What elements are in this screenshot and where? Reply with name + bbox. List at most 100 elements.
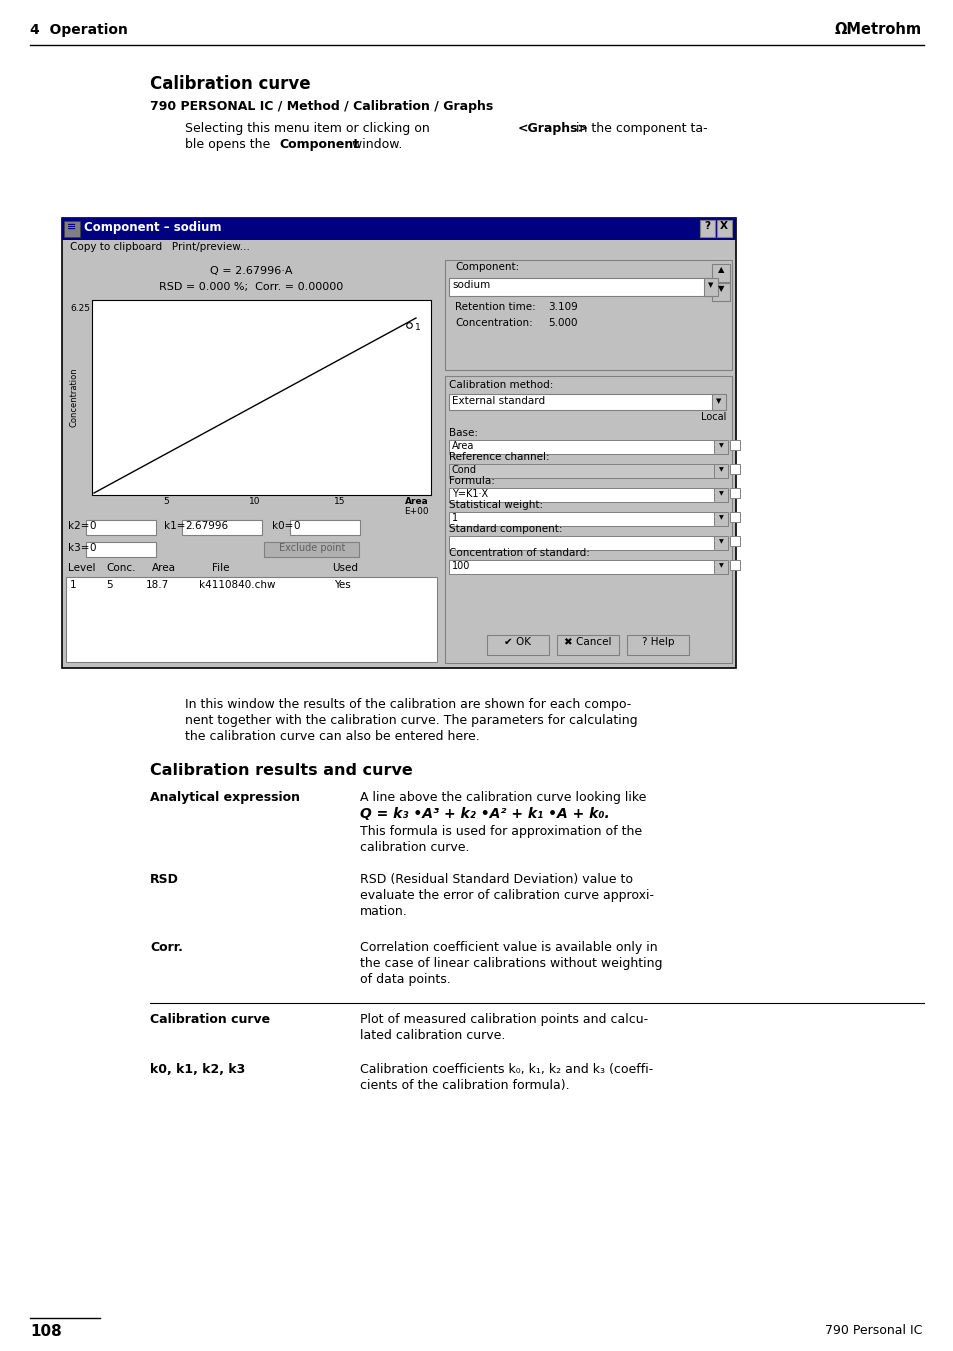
Text: 0: 0 [89, 543, 95, 553]
Text: ▼: ▼ [718, 515, 722, 520]
Text: k2=: k2= [68, 521, 90, 531]
Text: This formula is used for approximation of the: This formula is used for approximation o… [359, 825, 641, 838]
Text: mation.: mation. [359, 905, 407, 917]
Text: Plot of measured calibration points and calcu-: Plot of measured calibration points and … [359, 1013, 647, 1025]
Text: Concentration: Concentration [70, 367, 78, 427]
Text: 0: 0 [293, 521, 299, 531]
Bar [444, 376, 731, 663]
Text: 0: 0 [89, 521, 95, 531]
Text: Component: Component [278, 138, 358, 151]
Bar [729, 488, 740, 499]
Text: k0=: k0= [272, 521, 294, 531]
Text: 6.25: 6.25 [70, 304, 90, 313]
Text: evaluate the error of calibration curve approxi-: evaluate the error of calibration curve … [359, 889, 654, 902]
Text: ▼: ▼ [716, 399, 720, 404]
Bar [700, 220, 714, 236]
Text: ▼: ▼ [718, 467, 722, 471]
Text: Calibration curve: Calibration curve [150, 76, 311, 93]
Bar [713, 463, 727, 478]
Text: 5.000: 5.000 [547, 317, 577, 328]
Text: 1: 1 [452, 513, 457, 523]
Text: Level: Level [68, 563, 95, 573]
Text: Component – sodium: Component – sodium [84, 222, 221, 234]
Text: Standard component:: Standard component: [449, 524, 562, 534]
Text: 108: 108 [30, 1324, 62, 1339]
Bar [444, 259, 731, 370]
Bar [64, 258, 438, 665]
Text: Q = 2.67996·A: Q = 2.67996·A [210, 266, 292, 276]
Bar [729, 440, 740, 450]
Bar [703, 278, 718, 296]
Text: 15: 15 [334, 497, 345, 507]
Text: Corr.: Corr. [150, 942, 183, 954]
Text: 5: 5 [106, 580, 112, 590]
Text: in the component ta-: in the component ta- [572, 122, 707, 135]
Text: window.: window. [348, 138, 402, 151]
Text: Exclude point: Exclude point [278, 543, 345, 553]
Bar [729, 463, 740, 474]
Text: E+00: E+00 [404, 507, 429, 516]
Bar [62, 218, 735, 667]
Text: 3.109: 3.109 [547, 303, 578, 312]
Text: External standard: External standard [452, 396, 544, 407]
Bar [91, 300, 431, 494]
Text: ?: ? [703, 222, 709, 231]
Text: Component:: Component: [455, 262, 518, 272]
Text: of data points.: of data points. [359, 973, 450, 986]
Text: calibration curve.: calibration curve. [359, 842, 469, 854]
Text: Area: Area [152, 563, 175, 573]
Bar [449, 394, 716, 409]
Text: Copy to clipboard   Print/preview...: Copy to clipboard Print/preview... [70, 242, 250, 253]
Text: ▼: ▼ [718, 563, 722, 567]
Text: Concentration:: Concentration: [455, 317, 532, 328]
Text: 5: 5 [164, 497, 170, 507]
Bar [62, 218, 735, 240]
Text: In this window the results of the calibration are shown for each compo-: In this window the results of the calibr… [185, 698, 631, 711]
Text: k1=: k1= [164, 521, 185, 531]
Text: Used: Used [332, 563, 357, 573]
Bar [264, 542, 358, 557]
Text: ble opens the: ble opens the [185, 138, 274, 151]
Bar [449, 561, 713, 574]
Text: 4  Operation: 4 Operation [30, 23, 128, 36]
Text: Formula:: Formula: [449, 476, 495, 486]
Text: ▼: ▼ [707, 282, 713, 288]
Text: 100: 100 [452, 561, 470, 571]
Bar [713, 512, 727, 526]
Text: the case of linear calibrations without weighting: the case of linear calibrations without … [359, 957, 661, 970]
Text: ▼: ▼ [717, 284, 723, 293]
Bar [711, 263, 729, 282]
Text: Statistical weight:: Statistical weight: [449, 500, 542, 509]
Text: nent together with the calibration curve. The parameters for calculating: nent together with the calibration curve… [185, 713, 637, 727]
Text: A line above the calibration curve looking like: A line above the calibration curve looki… [359, 790, 646, 804]
Text: ▼: ▼ [718, 443, 722, 449]
Text: Analytical expression: Analytical expression [150, 790, 299, 804]
Text: 10: 10 [249, 497, 260, 507]
Text: Calibration method:: Calibration method: [449, 380, 553, 390]
Text: ▼: ▼ [718, 539, 722, 544]
Bar [64, 222, 80, 236]
Text: Area: Area [452, 440, 474, 451]
Bar [449, 536, 713, 550]
Bar [711, 394, 725, 409]
Bar [449, 512, 713, 526]
Text: 18.7: 18.7 [146, 580, 169, 590]
Text: Calibration curve: Calibration curve [150, 1013, 270, 1025]
Text: ≡: ≡ [68, 222, 76, 232]
Text: Base:: Base: [449, 428, 477, 438]
Text: RSD: RSD [150, 873, 178, 886]
Text: Retention time:: Retention time: [455, 303, 536, 312]
Text: Conc.: Conc. [106, 563, 135, 573]
Bar [557, 635, 618, 655]
Text: Y=K1·X: Y=K1·X [452, 489, 488, 499]
Bar [86, 520, 156, 535]
Text: Cond: Cond [452, 465, 476, 476]
Text: X: X [720, 222, 727, 231]
Text: ▲: ▲ [717, 265, 723, 274]
Bar [729, 512, 740, 521]
Bar [729, 561, 740, 570]
Text: Local: Local [700, 412, 725, 422]
Bar [66, 577, 436, 662]
Text: 790 PERSONAL IC / Method / Calibration / Graphs: 790 PERSONAL IC / Method / Calibration /… [150, 100, 493, 113]
Text: ? Help: ? Help [641, 638, 674, 647]
